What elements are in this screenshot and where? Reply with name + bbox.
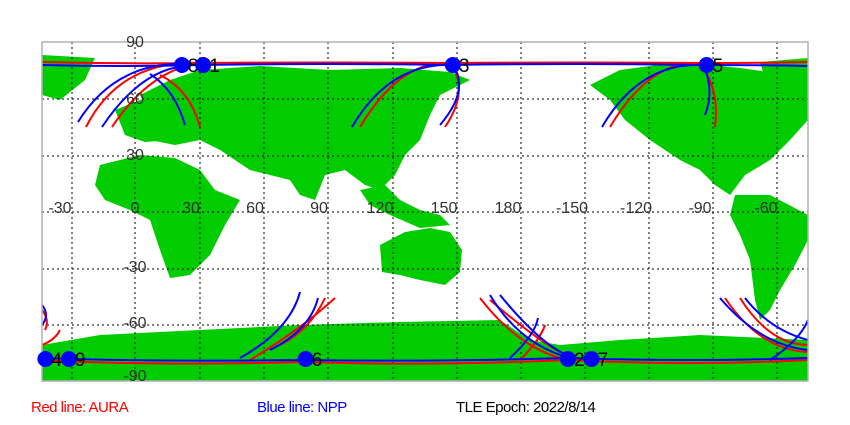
lat-tick: 90 xyxy=(126,34,144,51)
satellite-position-marker xyxy=(583,351,600,368)
latitude-tick-labels: 90 60 30 -30 -60 -90 xyxy=(123,34,146,385)
lon-tick: 150 xyxy=(431,200,458,217)
satellite-position-marker xyxy=(444,56,461,73)
lon-tick: -150 xyxy=(556,200,588,217)
marker-label: 8 xyxy=(188,56,199,77)
lon-tick: -30 xyxy=(48,200,71,217)
europe xyxy=(115,100,190,142)
lon-tick: 30 xyxy=(182,200,200,217)
legend-aura: Red line: AURA xyxy=(31,399,129,416)
lon-tick: -60 xyxy=(754,200,777,217)
australia xyxy=(380,228,462,285)
lon-tick: 120 xyxy=(367,200,394,217)
greenland xyxy=(760,58,808,110)
lon-tick: 180 xyxy=(495,200,522,217)
satellite-position-marker xyxy=(173,56,190,73)
lon-tick: 90 xyxy=(310,200,328,217)
marker-label: 4 xyxy=(51,350,62,371)
marker-label: 3 xyxy=(459,56,470,77)
southeast-asia xyxy=(360,185,450,228)
map-frame xyxy=(41,41,809,382)
marker-label: 6 xyxy=(312,350,323,371)
lon-tick: 0 xyxy=(131,200,140,217)
lat-tick: 60 xyxy=(126,91,144,108)
longitude-tick-labels: -30 0 30 60 90 120 150 180 -150 -120 -90… xyxy=(48,200,777,217)
tle-epoch: TLE Epoch: 2022/8/14 xyxy=(456,399,596,416)
africa xyxy=(95,155,240,278)
marker-label: 9 xyxy=(75,350,86,371)
satellite-markers: 8 1 3 5 4 9 6 2 7 xyxy=(37,56,723,371)
marker-label: 1 xyxy=(209,56,220,77)
lat-tick: -60 xyxy=(123,315,146,332)
lat-tick: -30 xyxy=(123,259,146,276)
lon-tick: -120 xyxy=(620,200,652,217)
satellite-position-marker xyxy=(37,351,54,368)
satellite-position-marker xyxy=(559,351,576,368)
satellite-position-marker xyxy=(297,351,314,368)
satellite-position-marker xyxy=(698,56,715,73)
marker-label: 7 xyxy=(597,350,608,371)
lon-tick: 60 xyxy=(246,200,264,217)
antarctica xyxy=(42,320,808,381)
lat-tick: -90 xyxy=(123,368,146,385)
north-america xyxy=(590,62,808,195)
marker-label: 2 xyxy=(574,350,585,371)
satellite-position-marker xyxy=(60,351,77,368)
legend-npp: Blue line: NPP xyxy=(257,399,347,416)
lat-tick: 30 xyxy=(126,147,144,164)
satellite-position-marker xyxy=(195,56,212,73)
land-masses xyxy=(42,55,808,381)
south-america xyxy=(730,195,808,320)
marker-label: 5 xyxy=(713,56,724,77)
lon-tick: -90 xyxy=(688,200,711,217)
